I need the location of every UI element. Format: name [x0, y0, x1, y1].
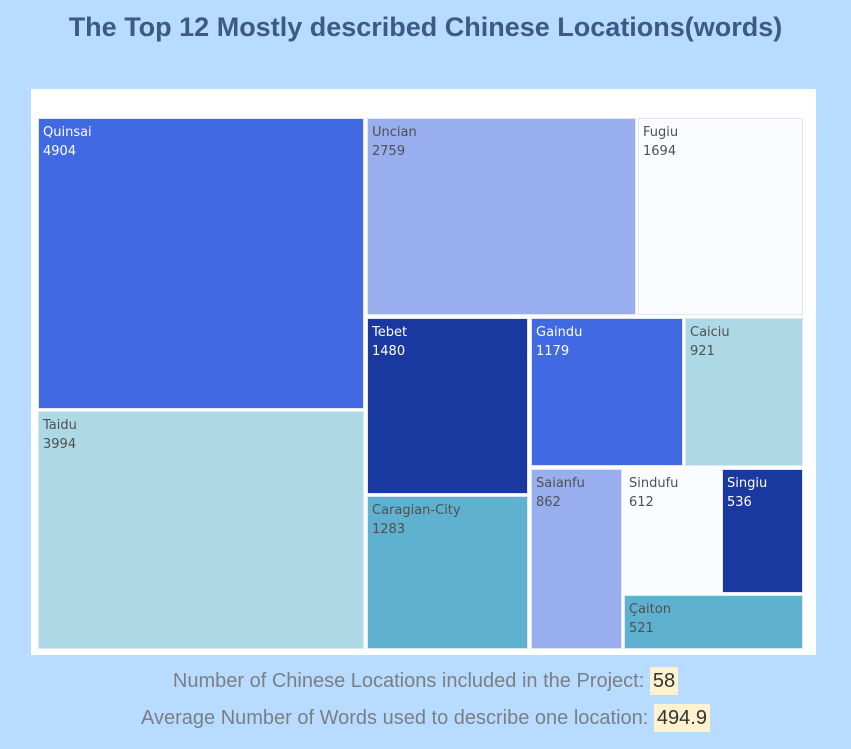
tile-caragian-city[interactable]: Caragian-City 1283: [367, 496, 528, 649]
tile-label: Gaindu: [536, 325, 583, 340]
tile-label: Tebet: [372, 325, 408, 340]
tile-label: Taidu: [43, 418, 77, 433]
tile-value: 1480: [372, 344, 406, 359]
locations-count-value: 58: [649, 667, 679, 695]
tile-label: Uncian: [372, 125, 417, 140]
tile-value: 2759: [372, 144, 406, 159]
treemap-panel: Quinsai 4904 Taidu 3994 Uncian 2759 Fugi…: [31, 89, 816, 655]
tile-value: 4904: [43, 144, 77, 159]
tile-label: Sindufu: [629, 476, 679, 491]
tile-value: 612: [629, 495, 654, 510]
tile-value: 1283: [372, 522, 406, 537]
tile-fugiu[interactable]: Fugiu 1694: [638, 118, 803, 315]
average-words-line: Average Number of Words used to describe…: [0, 704, 851, 732]
tile-taidu[interactable]: Taidu 3994: [38, 411, 364, 649]
tile-label: Quinsai: [43, 125, 92, 140]
tile-label: Caiciu: [690, 325, 730, 340]
tile-label: Çaiton: [629, 602, 671, 617]
tile-value: 521: [629, 621, 654, 636]
tile-label: Fugiu: [643, 125, 679, 140]
tile-saianfu[interactable]: Saianfu 862: [531, 469, 622, 649]
tile-tebet[interactable]: Tebet 1480: [367, 318, 528, 494]
tile-sindufu[interactable]: Sindufu 612: [624, 469, 720, 593]
average-words-label: Average Number of Words used to describe…: [141, 707, 649, 729]
locations-count-label: Number of Chinese Locations included in …: [172, 670, 645, 692]
chart-title: The Top 12 Mostly described Chinese Loca…: [68, 12, 783, 42]
tile-caiciu[interactable]: Caiciu 921: [685, 318, 803, 466]
tile-quinsai[interactable]: Quinsai 4904: [38, 118, 364, 409]
tile-value: 536: [727, 495, 752, 510]
tile-value: 1694: [643, 144, 677, 159]
tile-value: 862: [536, 495, 561, 510]
tile-value: 921: [690, 344, 715, 359]
locations-count-line: Number of Chinese Locations included in …: [0, 667, 851, 695]
tile-gaindu[interactable]: Gaindu 1179: [531, 318, 683, 466]
tile-label: Singiu: [727, 476, 768, 491]
tile-singiu[interactable]: Singiu 536: [722, 469, 803, 593]
tile-label: Saianfu: [536, 476, 585, 491]
average-words-value: 494.9: [653, 704, 710, 732]
tile-value: 3994: [43, 437, 77, 452]
tile-uncian[interactable]: Uncian 2759: [367, 118, 636, 315]
tile-label: Caragian-City: [372, 503, 461, 518]
tile-caiton[interactable]: Çaiton 521: [624, 595, 803, 649]
tile-value: 1179: [536, 344, 570, 359]
